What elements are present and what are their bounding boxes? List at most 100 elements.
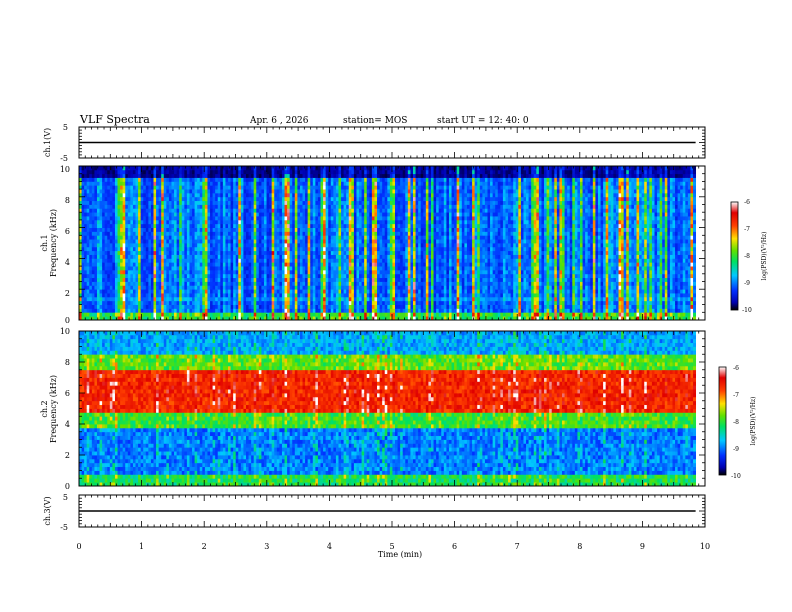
spectrogram-cell — [89, 281, 93, 286]
spectrogram-cell — [297, 216, 301, 221]
spectrogram-cell — [266, 204, 270, 209]
spectrogram-cell — [104, 169, 108, 175]
spectrogram-cell — [171, 289, 175, 294]
spectrogram-cell — [353, 243, 357, 248]
spectrogram-cell — [174, 169, 178, 175]
spectrogram-cell — [81, 239, 85, 244]
spectrogram-cell — [212, 300, 216, 305]
spectrogram-cell — [233, 185, 237, 190]
spectrogram-cell — [145, 269, 149, 275]
spectrogram-cell — [307, 235, 311, 240]
spectrogram-cell — [366, 289, 370, 294]
spectrogram-cell — [248, 231, 252, 236]
spectrogram-cell — [330, 173, 334, 178]
spectrogram-cell — [305, 227, 309, 232]
spectrogram-cell — [302, 250, 306, 255]
spectrogram-cell — [150, 312, 154, 317]
spectrogram-cell — [251, 308, 255, 313]
spectrogram-cell — [179, 196, 183, 202]
spectrogram-cell — [374, 285, 378, 290]
spectrogram-cell — [163, 181, 167, 186]
spectrogram-cell — [125, 223, 129, 228]
spectrogram-cell — [176, 196, 180, 202]
spectrogram-cell — [107, 169, 111, 175]
spectrogram-cell — [297, 200, 301, 205]
spectrogram-cell — [310, 223, 314, 228]
spectrogram-cell — [320, 308, 324, 313]
spectrogram-cell — [271, 177, 275, 182]
spectrogram-cell — [145, 304, 149, 309]
spectrogram-cell — [94, 219, 98, 225]
spectrogram-cell — [143, 246, 147, 252]
spectrogram-cell — [302, 304, 306, 309]
spectrogram-cell — [84, 277, 88, 282]
spectrogram-cell — [305, 239, 309, 244]
spectrogram-cell — [251, 169, 255, 175]
spectrogram-cell — [258, 289, 262, 294]
spectrogram-cell — [184, 212, 188, 217]
spectrogram-cell — [371, 277, 375, 282]
spectrogram-cell — [312, 173, 316, 178]
spectrogram-cell — [328, 250, 332, 255]
spectrogram-cell — [276, 250, 280, 255]
spectrogram-cell — [258, 204, 262, 209]
spectrogram-cell — [104, 300, 108, 305]
spectrogram-cell — [266, 316, 270, 321]
spectrogram-cell — [163, 196, 167, 202]
spectrogram-cell — [256, 208, 260, 213]
spectrogram-cell — [81, 177, 85, 182]
spectrogram-cell — [84, 289, 88, 294]
spectrogram-cell — [328, 181, 332, 186]
spectrogram-cell — [382, 219, 386, 225]
spectrogram-cell — [150, 235, 154, 240]
spectrogram-cell — [330, 316, 334, 321]
spectrogram-cell — [79, 192, 82, 198]
spectrogram-cell — [143, 285, 147, 290]
spectrogram-cell — [102, 250, 106, 255]
spectrogram-cell — [251, 289, 255, 294]
spectrogram-cell — [174, 304, 178, 309]
spectrogram-cell — [96, 293, 100, 298]
spectrogram-cell — [366, 196, 370, 202]
spectrogram-cell — [143, 173, 147, 178]
spectrogram-cell — [127, 285, 131, 290]
spectrogram-cell — [310, 285, 314, 290]
spectrogram-cell — [99, 239, 103, 244]
spectrogram-cell — [359, 266, 363, 271]
spectrogram-cell — [99, 243, 103, 248]
spectrogram-cell — [117, 246, 121, 252]
spectrogram-cell — [120, 254, 124, 259]
spectrogram-cell — [374, 296, 378, 302]
spectrogram-cell — [197, 308, 201, 313]
spectrogram-cell — [184, 204, 188, 209]
spectrogram-cell — [359, 281, 363, 286]
spectrogram-cell — [287, 196, 291, 202]
spectrogram-cell — [127, 169, 131, 175]
spectrogram-cell — [271, 196, 275, 202]
spectrogram-cell — [225, 166, 229, 171]
spectrogram-cell — [143, 231, 147, 236]
spectrogram-cell — [266, 181, 270, 186]
spectrogram-cell — [307, 304, 311, 309]
spectrogram-cell — [312, 212, 316, 217]
spectrogram-cell — [112, 223, 116, 228]
spectrogram-cell — [374, 243, 378, 248]
spectrogram-cell — [312, 166, 316, 171]
spectrogram-cell — [263, 316, 267, 321]
spectrogram-cell — [269, 293, 273, 298]
spectrogram-cell — [289, 212, 293, 217]
spectrogram-cell — [284, 289, 288, 294]
spectrogram-cell — [281, 273, 285, 279]
spectrogram-cell — [145, 216, 149, 221]
spectrogram-cell — [317, 177, 321, 182]
spectrogram-cell — [292, 185, 296, 190]
spectrogram-cell — [148, 223, 152, 228]
spectrogram-cell — [287, 189, 291, 194]
spectrogram-cell — [335, 204, 339, 209]
spectrogram-cell — [243, 246, 247, 252]
spectrogram-cell — [371, 192, 375, 198]
spectrogram-cell — [315, 258, 319, 263]
spectrogram-cell — [235, 269, 239, 275]
spectrogram-cell — [86, 258, 90, 263]
spectrogram-cell — [207, 277, 211, 282]
